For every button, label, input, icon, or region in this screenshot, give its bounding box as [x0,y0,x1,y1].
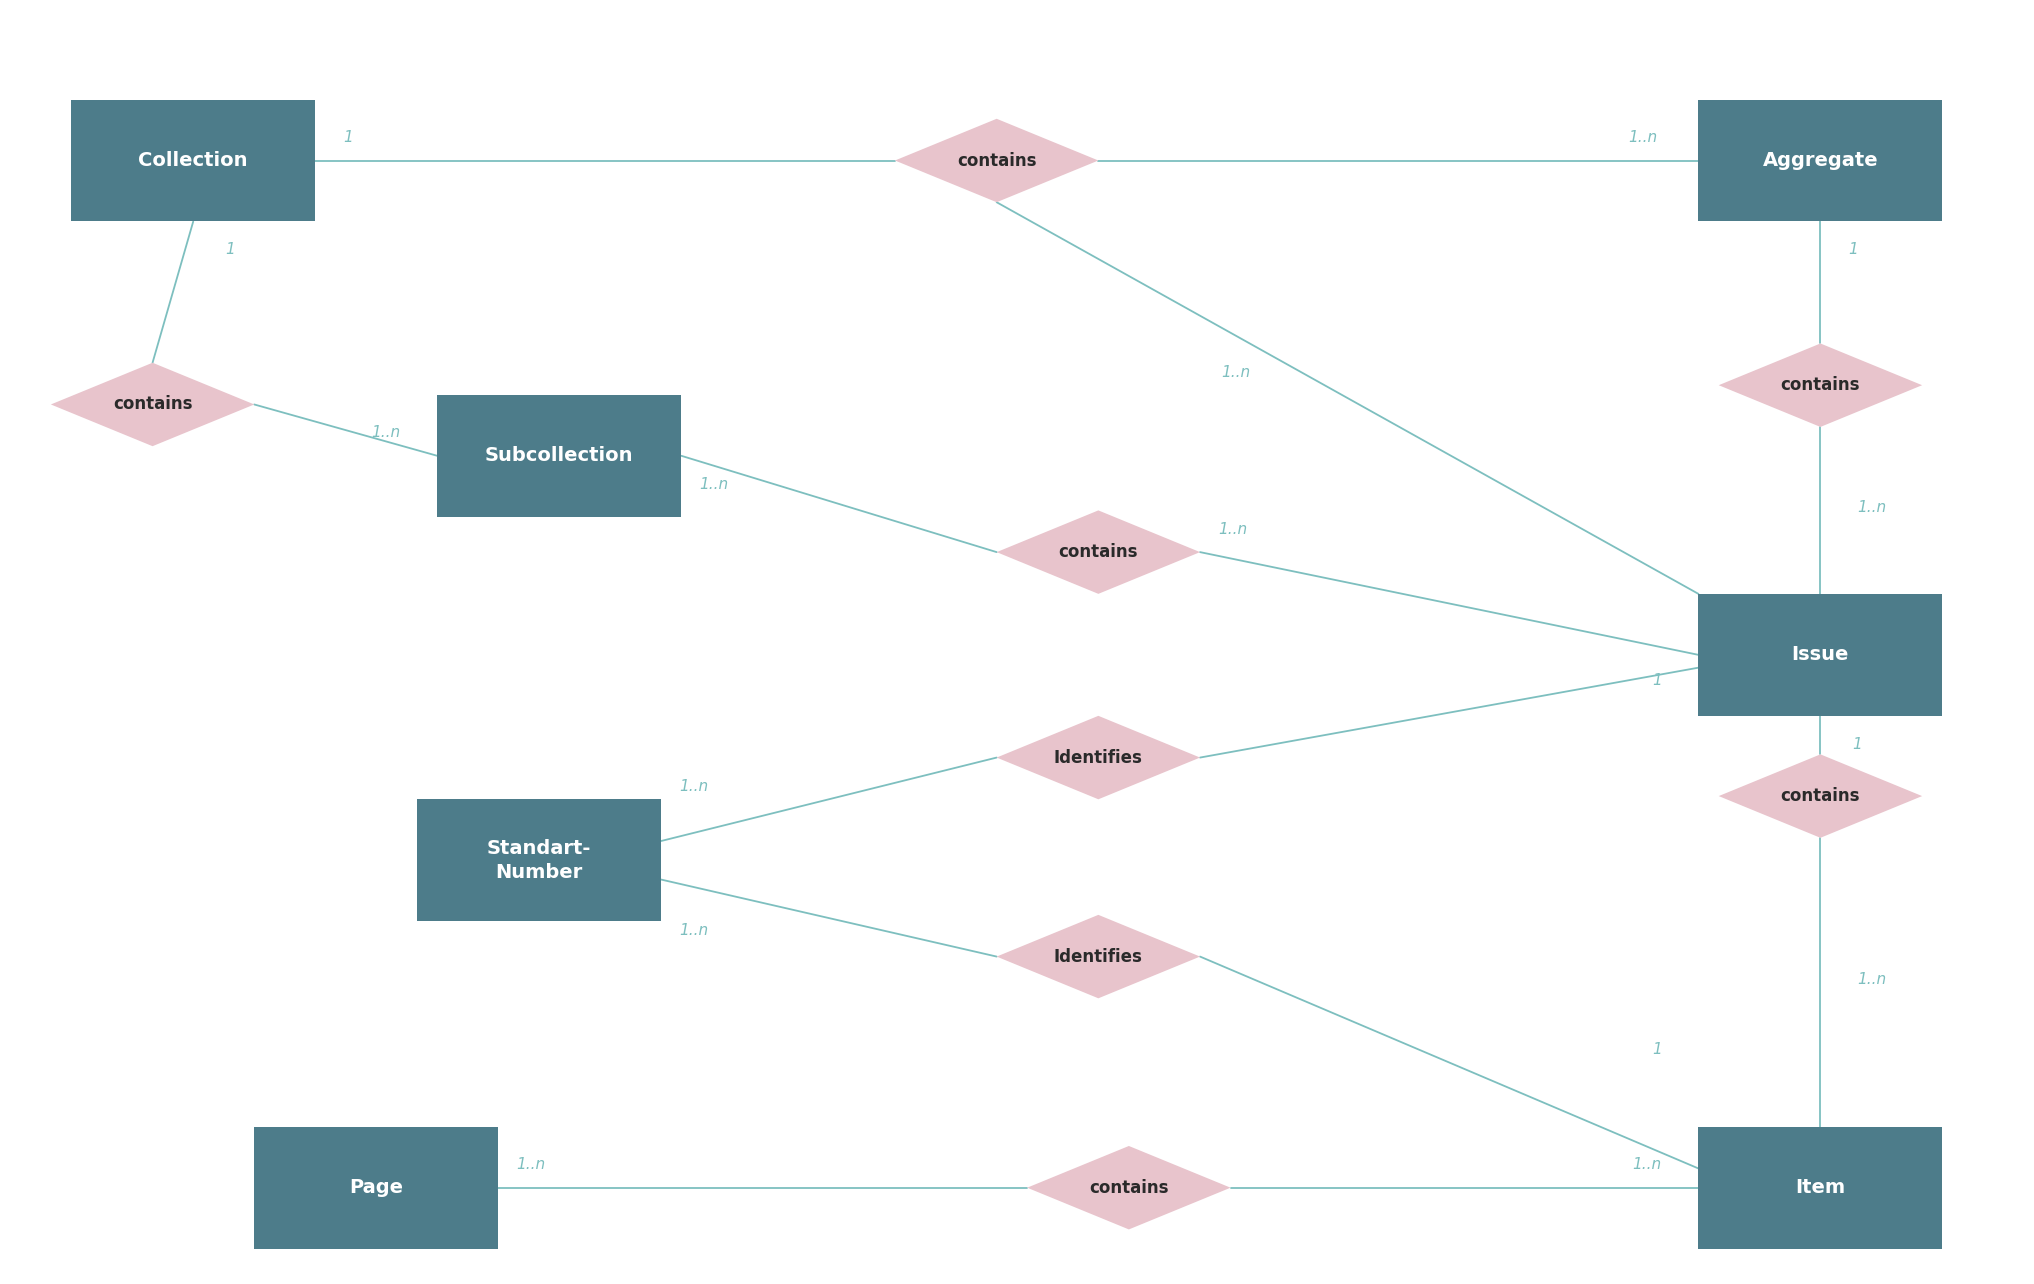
Text: 1..n: 1..n [1220,365,1251,380]
Text: 1: 1 [1853,737,1861,751]
FancyBboxPatch shape [1698,100,1942,221]
Text: 1..n: 1..n [372,425,401,440]
Text: contains: contains [956,152,1037,169]
Text: 1..n: 1..n [700,476,728,492]
Text: 1..n: 1..n [1629,130,1658,145]
Polygon shape [997,914,1200,999]
Text: contains: contains [1088,1179,1170,1197]
FancyBboxPatch shape [1698,593,1942,716]
Text: Subcollection: Subcollection [484,447,635,465]
Text: contains: contains [112,395,193,413]
Text: Standart-
Number: Standart- Number [486,838,592,882]
Text: Aggregate: Aggregate [1763,152,1877,169]
Text: Item: Item [1796,1179,1845,1197]
FancyBboxPatch shape [71,100,315,221]
FancyBboxPatch shape [1698,1127,1942,1248]
Text: 1: 1 [226,243,234,257]
Text: 1..n: 1..n [1857,499,1886,515]
Text: contains: contains [1780,376,1861,394]
Polygon shape [997,716,1200,799]
Text: 1: 1 [1652,1043,1662,1057]
FancyBboxPatch shape [254,1127,498,1248]
Text: 1..n: 1..n [1633,1157,1662,1172]
Text: 1..n: 1..n [517,1157,545,1172]
Text: 1: 1 [344,130,352,145]
Text: Page: Page [350,1179,403,1197]
Polygon shape [895,119,1098,203]
Text: contains: contains [1058,543,1139,561]
Text: Identifies: Identifies [1054,948,1143,966]
Polygon shape [997,511,1200,593]
Text: Collection: Collection [138,152,248,169]
Text: Identifies: Identifies [1054,749,1143,767]
FancyBboxPatch shape [437,395,681,516]
Polygon shape [51,363,254,446]
Polygon shape [1027,1145,1231,1230]
Text: 1..n: 1..n [1857,972,1886,986]
Text: 1: 1 [1652,673,1662,688]
Text: 1..n: 1..n [679,779,708,794]
Polygon shape [1719,344,1922,426]
FancyBboxPatch shape [417,799,661,922]
Text: Issue: Issue [1792,646,1849,664]
Text: contains: contains [1780,787,1861,805]
Text: 1..n: 1..n [679,923,708,939]
Polygon shape [1719,755,1922,837]
Text: 1: 1 [1849,243,1857,257]
Text: 1..n: 1..n [1218,521,1247,537]
